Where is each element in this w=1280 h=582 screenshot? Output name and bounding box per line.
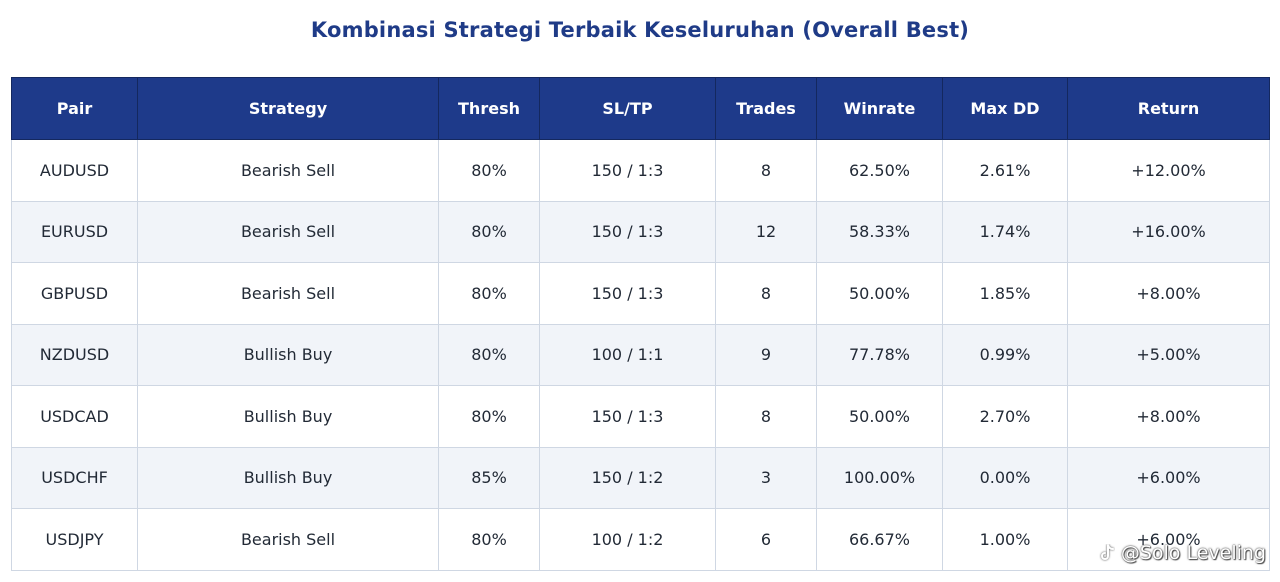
watermark: @Solo Leveling bbox=[1099, 542, 1266, 564]
cell-trades: 8 bbox=[715, 385, 817, 448]
cell-sltp: 150 / 1:3 bbox=[539, 200, 716, 263]
cell-winrate: 66.67% bbox=[816, 508, 943, 571]
cell-return: +8.00% bbox=[1067, 262, 1270, 325]
cell-winrate: 50.00% bbox=[816, 385, 943, 448]
cell-strategy: Bullish Buy bbox=[137, 385, 439, 448]
cell-winrate: 100.00% bbox=[816, 446, 943, 509]
watermark-text: @Solo Leveling bbox=[1120, 542, 1266, 564]
cell-max-dd: 2.61% bbox=[942, 139, 1068, 202]
cell-thresh: 80% bbox=[438, 508, 540, 571]
cell-max-dd: 1.00% bbox=[942, 508, 1068, 571]
cell-max-dd: 1.74% bbox=[942, 200, 1068, 263]
cell-strategy: Bearish Sell bbox=[137, 139, 439, 202]
cell-thresh: 80% bbox=[438, 385, 540, 448]
cell-max-dd: 2.70% bbox=[942, 385, 1068, 448]
cell-trades: 9 bbox=[715, 323, 817, 386]
cell-return: +6.00% bbox=[1067, 508, 1270, 571]
cell-winrate: 62.50% bbox=[816, 139, 943, 202]
cell-pair: EURUSD bbox=[11, 200, 138, 263]
cell-pair: AUDUSD bbox=[11, 139, 138, 202]
column-header-thresh: Thresh bbox=[438, 77, 540, 140]
table-row: USDCHF Bullish Buy 85% 150 / 1:2 3 100.0… bbox=[11, 446, 1270, 509]
column-header-max-dd: Max DD bbox=[942, 77, 1068, 140]
column-header-trades: Trades bbox=[715, 77, 817, 140]
table-row: USDCAD Bullish Buy 80% 150 / 1:3 8 50.00… bbox=[11, 385, 1270, 448]
cell-sltp: 150 / 1:3 bbox=[539, 262, 716, 325]
cell-sltp: 150 / 1:3 bbox=[539, 139, 716, 202]
cell-thresh: 80% bbox=[438, 262, 540, 325]
cell-sltp: 100 / 1:1 bbox=[539, 323, 716, 386]
cell-sltp: 150 / 1:2 bbox=[539, 446, 716, 509]
cell-strategy: Bullish Buy bbox=[137, 446, 439, 509]
tiktok-icon bbox=[1100, 544, 1114, 560]
cell-trades: 8 bbox=[715, 262, 817, 325]
column-header-sltp: SL/TP bbox=[539, 77, 716, 140]
page-title: Kombinasi Strategi Terbaik Keseluruhan (… bbox=[310, 18, 970, 42]
cell-pair: USDCAD bbox=[11, 385, 138, 448]
cell-sltp: 150 / 1:3 bbox=[539, 385, 716, 448]
cell-return: +6.00% bbox=[1067, 446, 1270, 509]
cell-pair: NZDUSD bbox=[11, 323, 138, 386]
cell-trades: 12 bbox=[715, 200, 817, 263]
cell-max-dd: 1.85% bbox=[942, 262, 1068, 325]
cell-pair: USDCHF bbox=[11, 446, 138, 509]
table-row: USDJPY Bearish Sell 80% 100 / 1:2 6 66.6… bbox=[11, 508, 1270, 571]
cell-return: +16.00% bbox=[1067, 200, 1270, 263]
cell-pair: GBPUSD bbox=[11, 262, 138, 325]
cell-return: +12.00% bbox=[1067, 139, 1270, 202]
table-row: EURUSD Bearish Sell 80% 150 / 1:3 12 58.… bbox=[11, 200, 1270, 263]
cell-trades: 8 bbox=[715, 139, 817, 202]
column-header-winrate: Winrate bbox=[816, 77, 943, 140]
cell-thresh: 80% bbox=[438, 323, 540, 386]
cell-thresh: 85% bbox=[438, 446, 540, 509]
table-row: AUDUSD Bearish Sell 80% 150 / 1:3 8 62.5… bbox=[11, 139, 1270, 202]
cell-strategy: Bearish Sell bbox=[137, 200, 439, 263]
cell-return: +5.00% bbox=[1067, 323, 1270, 386]
column-header-strategy: Strategy bbox=[137, 77, 439, 140]
cell-thresh: 80% bbox=[438, 139, 540, 202]
table-row: NZDUSD Bullish Buy 80% 100 / 1:1 9 77.78… bbox=[11, 323, 1270, 386]
table-row: GBPUSD Bearish Sell 80% 150 / 1:3 8 50.0… bbox=[11, 262, 1270, 325]
cell-max-dd: 0.99% bbox=[942, 323, 1068, 386]
cell-winrate: 50.00% bbox=[816, 262, 943, 325]
cell-winrate: 58.33% bbox=[816, 200, 943, 263]
table-header-row: Pair Strategy Thresh SL/TP Trades Winrat… bbox=[11, 77, 1270, 140]
cell-trades: 3 bbox=[715, 446, 817, 509]
cell-strategy: Bearish Sell bbox=[137, 262, 439, 325]
cell-sltp: 100 / 1:2 bbox=[539, 508, 716, 571]
cell-winrate: 77.78% bbox=[816, 323, 943, 386]
cell-thresh: 80% bbox=[438, 200, 540, 263]
cell-max-dd: 0.00% bbox=[942, 446, 1068, 509]
cell-strategy: Bearish Sell bbox=[137, 508, 439, 571]
cell-strategy: Bullish Buy bbox=[137, 323, 439, 386]
cell-trades: 6 bbox=[715, 508, 817, 571]
cell-return: +8.00% bbox=[1067, 385, 1270, 448]
results-table: Pair Strategy Thresh SL/TP Trades Winrat… bbox=[11, 77, 1270, 571]
column-header-pair: Pair bbox=[11, 77, 138, 140]
column-header-return: Return bbox=[1067, 77, 1270, 140]
cell-pair: USDJPY bbox=[11, 508, 138, 571]
